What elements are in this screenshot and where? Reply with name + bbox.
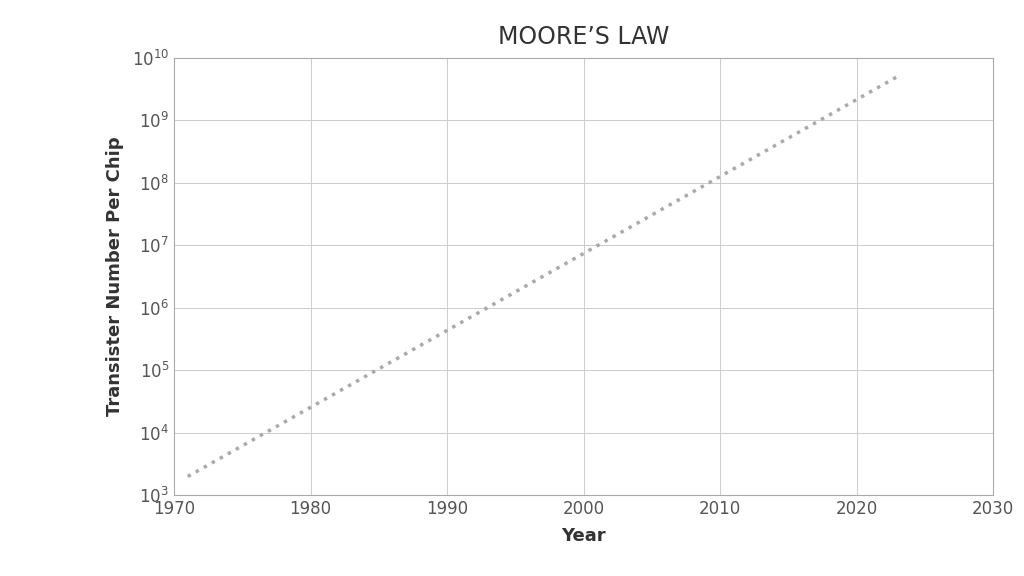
Title: MOORE’S LAW: MOORE’S LAW <box>498 25 670 49</box>
Y-axis label: Transister Number Per Chip: Transister Number Per Chip <box>105 137 124 416</box>
X-axis label: Year: Year <box>561 526 606 544</box>
